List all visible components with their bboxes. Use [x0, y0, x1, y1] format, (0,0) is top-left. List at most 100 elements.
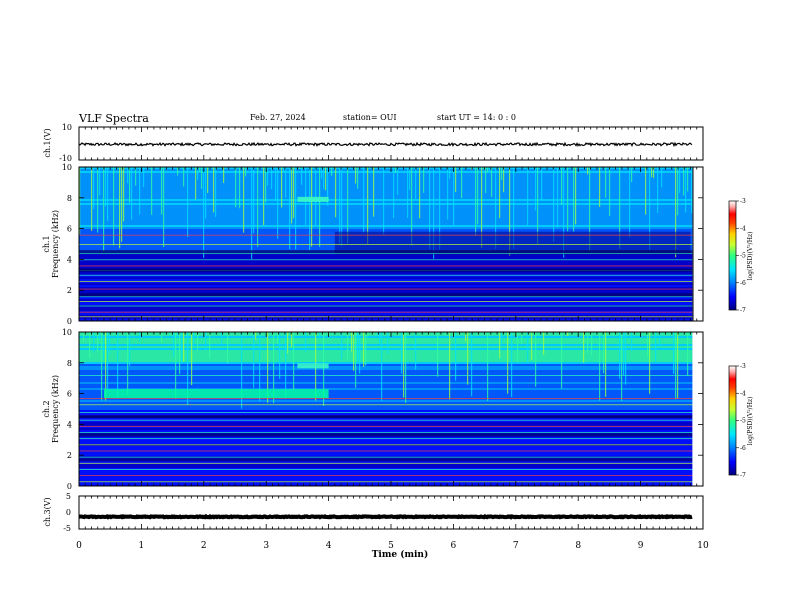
spectrogram-burst — [293, 332, 295, 391]
spectrogram-band — [79, 189, 693, 191]
spectrogram-line — [79, 438, 693, 440]
spectrogram-band — [79, 448, 693, 450]
spectrogram-line — [79, 419, 693, 421]
spectrogram-burst — [429, 167, 431, 250]
spectrogram-burst — [103, 332, 105, 361]
spectrogram-band — [79, 376, 693, 378]
spectrogram-empty — [692, 332, 703, 486]
spectrogram-band — [79, 195, 693, 197]
spectrogram-burst — [401, 332, 403, 374]
ch1-waveform-panel: 10 -10 ch.1(V) — [43, 123, 704, 163]
spectrogram-line — [79, 253, 693, 255]
spectrogram-burst — [251, 167, 253, 259]
spectrogram-line — [79, 425, 693, 427]
spectrogram-burst — [355, 167, 357, 184]
spectrogram-band — [79, 464, 693, 466]
spectrogram-band — [79, 374, 693, 376]
spectrogram-burst — [419, 167, 421, 219]
ch1-ytick-bottom: -10 — [59, 154, 72, 163]
spectrogram-burst — [509, 167, 511, 256]
spectrogram-band — [79, 197, 693, 199]
spectrogram-burst — [107, 332, 109, 392]
spectrogram-band — [79, 289, 693, 291]
spectrogram-burst — [541, 332, 543, 334]
spectrogram-band — [79, 476, 693, 478]
spectrogram-band — [79, 221, 693, 223]
spectrogram-burst — [485, 167, 487, 194]
spectrogram-band — [79, 217, 693, 219]
spectrogram-burst — [365, 332, 367, 366]
spectrogram-burst — [235, 167, 237, 208]
spectrogram-band — [79, 317, 693, 319]
spectrogram-burst — [653, 167, 655, 179]
spectrogram-band — [79, 307, 693, 309]
spectrogram-burst — [423, 167, 425, 193]
spectrogram-burst — [277, 167, 279, 239]
spectrogram-burst — [599, 167, 601, 208]
ch1-ylabel: ch.1(V) — [43, 128, 52, 157]
spectrogram-band — [79, 432, 693, 434]
spectrogram-burst — [683, 167, 685, 196]
spectrogram-burst — [213, 167, 215, 213]
spectrogram-burst — [687, 332, 689, 376]
spectrogram-burst — [205, 167, 207, 219]
spectrogram-burst — [223, 167, 225, 183]
spectrogram-burst — [467, 332, 469, 385]
spectrogram-burst — [127, 167, 129, 184]
spectrogram-burst — [323, 332, 325, 407]
spectrogram-burst — [89, 332, 91, 359]
spectrogram-burst — [341, 332, 343, 359]
spectrogram-burst — [271, 167, 273, 190]
ch1-spectrogram-image — [79, 167, 703, 321]
spectrogram-band — [79, 360, 693, 362]
spectrogram-band — [79, 332, 693, 334]
colorbar-tick-label: -5 — [740, 418, 746, 425]
colorbar-tick-label: -4 — [740, 225, 746, 232]
spectrogram-burst — [315, 167, 317, 226]
spectrogram-burst — [395, 167, 397, 173]
spectrogram-band — [79, 378, 693, 380]
spectrogram-band — [79, 348, 693, 350]
spectrogram-burst — [619, 332, 621, 379]
spectrogram-burst — [321, 167, 323, 179]
spectrogram-burst — [105, 167, 107, 207]
spectrogram-burst — [631, 167, 633, 183]
spectrogram-dark-region — [334, 231, 691, 255]
spectrogram-burst — [609, 167, 611, 217]
spectrogram-line — [79, 412, 693, 413]
spectrogram-band — [79, 225, 693, 227]
spectrogram-burst — [673, 332, 675, 374]
spectrogram-burst — [383, 167, 385, 236]
spectrogram-burst — [527, 332, 529, 363]
spectrogram-burst — [537, 167, 539, 245]
spectrogram-band — [79, 215, 693, 217]
ch3-waveform-panel: 5 0 -5 ch.3(V) — [43, 492, 704, 533]
spectrogram-band — [79, 354, 693, 356]
spectrogram-burst — [461, 167, 463, 199]
spectrogram-band — [79, 340, 693, 342]
colorbar-tick-label: -6 — [740, 280, 746, 287]
spectrogram-burst — [91, 167, 93, 231]
spectrogram-burst — [621, 332, 623, 401]
spectrogram-burst — [599, 332, 601, 401]
spectrogram-burst — [305, 167, 307, 226]
spectrogram-line — [79, 469, 693, 470]
spectrogram-burst — [567, 167, 569, 232]
spectrogram-empty — [692, 167, 703, 321]
spectrogram-burst — [471, 167, 473, 170]
spectrogram-band — [79, 484, 693, 486]
spectrogram-gap — [79, 268, 693, 272]
spectrogram-burst — [117, 332, 119, 398]
time-axis-tick-labels: 0 1 2 3 4 5 6 7 8 9 10 — [76, 541, 709, 551]
spectrogram-burst — [177, 167, 179, 176]
spectrogram-burst — [319, 332, 321, 339]
ch1-spectrogram-panel: 0 2 4 6 8 10 ch.1 Frequency (kHz) — [42, 163, 704, 326]
spectrogram-burst — [139, 332, 141, 342]
spectrogram-band — [79, 173, 693, 175]
spectrogram-burst — [487, 332, 489, 401]
spectrogram-burst — [691, 167, 693, 214]
spectrogram-line — [79, 444, 693, 446]
spectrogram-burst — [183, 332, 185, 362]
spectrogram-band — [79, 175, 693, 177]
spectrogram-burst — [409, 167, 411, 190]
